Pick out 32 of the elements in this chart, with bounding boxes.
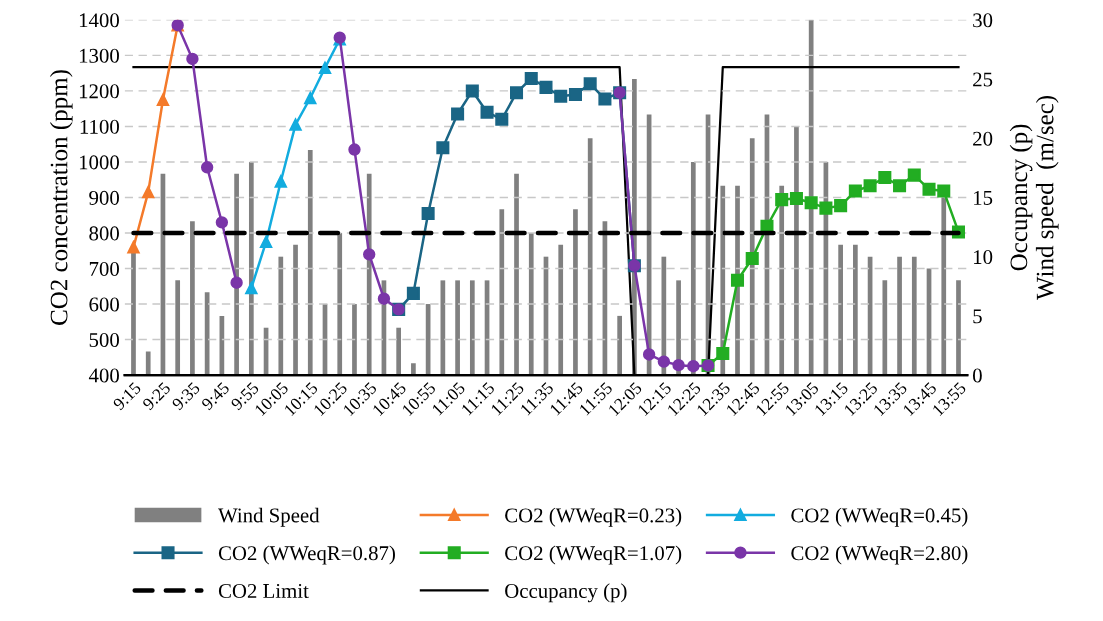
x-tick-label: 9:25 <box>141 381 172 411</box>
y-tick-label: 600 <box>89 297 119 312</box>
legend-label: CO2 Limit <box>218 583 309 598</box>
legend-label: CO2 (WWeqR=0.45) <box>791 507 968 527</box>
y-tick-label: 800 <box>89 226 119 241</box>
y2-axis-title: Occupancy (p) Wind speed (m/sec) <box>1009 95 1059 301</box>
legend-label: CO2 (WWeqR=0.23) <box>505 507 682 527</box>
y2-tick-label: 5 <box>973 309 982 324</box>
y2-tick-label: 30 <box>973 13 993 28</box>
y-tick-label: 1200 <box>79 84 119 99</box>
y2-tick-label: 25 <box>973 72 993 87</box>
legend-label: CO2 (WWeqR=1.07) <box>505 545 682 565</box>
y-tick-label: 1100 <box>80 119 119 134</box>
y-tick-label: 700 <box>89 261 119 276</box>
y2-tick-label: 15 <box>974 190 993 205</box>
y2-tick-label: 0 <box>972 368 982 383</box>
y-tick-label: 500 <box>89 332 119 347</box>
legend-label: Wind Speed <box>218 507 320 527</box>
legend-label: CO2 (WWeqR=2.80) <box>791 545 968 565</box>
y-tick-label: 1400 <box>79 13 119 28</box>
y-tick-label: 400 <box>88 368 119 383</box>
y-axis-title: CO2 concentration (ppm) <box>49 70 73 325</box>
y-tick-label: 1000 <box>79 155 119 170</box>
y-tick-label: 900 <box>89 190 119 205</box>
legend-label: CO2 (WWeqR=0.87) <box>218 545 395 565</box>
x-tick-label: 9:35 <box>171 381 201 411</box>
x-tick-label: 9:15 <box>112 381 142 411</box>
y-tick-label: 1300 <box>79 48 119 63</box>
y2-tick-label: 20 <box>973 131 993 146</box>
y2-tick-label: 10 <box>974 250 993 265</box>
x-tick-label: 9:45 <box>200 381 231 411</box>
legend-label: Occupancy (p) <box>505 583 627 603</box>
